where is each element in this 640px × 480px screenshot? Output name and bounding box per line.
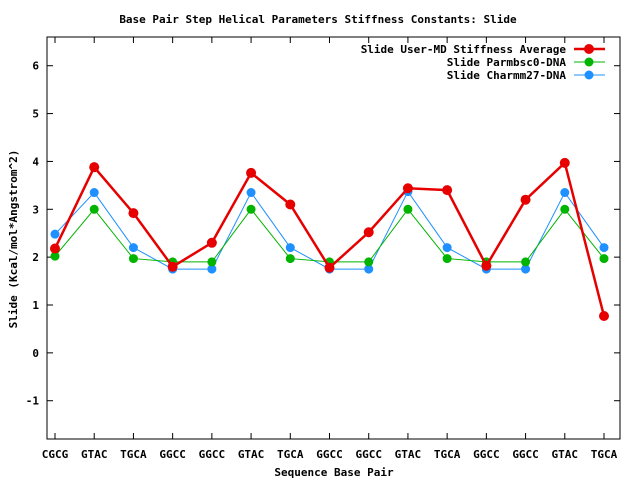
data-point xyxy=(481,260,492,271)
data-point xyxy=(285,243,295,253)
y-tick-label: 0 xyxy=(32,347,39,360)
data-point xyxy=(363,227,374,238)
y-tick-label: 4 xyxy=(32,155,39,168)
legend-label: Slide Charmm27-DNA xyxy=(447,69,567,82)
data-point xyxy=(167,261,178,272)
data-point xyxy=(403,204,413,214)
data-point xyxy=(50,229,60,239)
data-point xyxy=(89,204,99,214)
series-1 xyxy=(50,157,609,322)
series-line xyxy=(53,160,606,317)
legend-swatch-marker xyxy=(584,70,594,80)
x-axis: CGCG GTAC TGCA GGCC GGCC GTAC TGCA GGCC GGCC GTAC… xyxy=(42,37,618,461)
x-tick-label: TGCA xyxy=(277,448,304,461)
data-point xyxy=(50,251,60,261)
data-point xyxy=(402,183,413,194)
data-point xyxy=(559,157,570,168)
x-tick-label: GGCC xyxy=(512,448,539,461)
data-point xyxy=(285,254,295,264)
x-tick-label: GGCC xyxy=(199,448,226,461)
data-point xyxy=(599,311,609,322)
data-point xyxy=(285,199,296,210)
data-point xyxy=(599,243,609,253)
legend-label: Slide User-MD Stiffness Average xyxy=(361,43,567,56)
data-point xyxy=(521,264,531,274)
data-point xyxy=(246,167,257,178)
y-tick-label: 2 xyxy=(32,251,39,264)
x-tick-label: GGCC xyxy=(355,448,382,461)
x-axis-label: Sequence Base Pair xyxy=(274,466,394,479)
x-tick-label: TGCA xyxy=(434,448,461,461)
x-tick-label: TGCA xyxy=(591,448,618,461)
x-tick-label: GGCC xyxy=(316,448,343,461)
x-tick-label: GGCC xyxy=(473,448,500,461)
x-tick-label: GTAC xyxy=(395,448,422,461)
y-tick-label: 1 xyxy=(32,299,39,312)
y-tick-label: 6 xyxy=(32,60,39,73)
x-tick-label: GGCC xyxy=(159,448,186,461)
x-tick-label: TGCA xyxy=(120,448,147,461)
y-tick-label: -1 xyxy=(26,395,40,408)
plot-frame xyxy=(46,36,621,440)
data-point xyxy=(128,208,139,219)
x-tick-label: GTAC xyxy=(238,448,265,461)
x-tick-label: GTAC xyxy=(552,448,579,461)
legend-swatch-marker xyxy=(584,57,594,67)
data-point xyxy=(599,254,609,264)
data-point xyxy=(206,237,217,248)
data-point xyxy=(560,204,570,214)
data-point xyxy=(324,262,335,273)
data-point xyxy=(128,254,138,264)
data-point xyxy=(207,257,217,267)
data-point xyxy=(442,254,452,264)
x-tick-label: GTAC xyxy=(81,448,108,461)
y-axis-label: Slide (Kcal/mol*Angstrom^2) xyxy=(7,150,20,329)
data-point xyxy=(442,243,452,253)
data-point xyxy=(246,188,256,198)
data-point xyxy=(520,194,531,205)
y-tick-label: 5 xyxy=(32,108,39,121)
data-point xyxy=(364,264,374,274)
data-point xyxy=(442,185,453,196)
legend-label: Slide Parmbsc0-DNA xyxy=(447,56,567,69)
data-point xyxy=(560,188,570,198)
chart-title: Base Pair Step Helical Parameters Stiffn… xyxy=(119,13,517,26)
series-layer xyxy=(50,157,609,322)
data-point xyxy=(128,243,138,253)
y-axis: -1 0 1 2 3 4 5 6 xyxy=(26,60,620,408)
data-point xyxy=(246,204,256,214)
data-point xyxy=(89,188,99,198)
legend-swatch-marker xyxy=(584,44,594,54)
data-point xyxy=(50,243,60,254)
data-point xyxy=(207,264,217,274)
data-point xyxy=(521,257,531,267)
y-tick-label: 3 xyxy=(32,203,39,216)
data-point xyxy=(364,257,374,267)
data-point xyxy=(89,162,100,173)
x-tick-label: CGCG xyxy=(42,448,69,461)
series-2 xyxy=(50,204,609,267)
